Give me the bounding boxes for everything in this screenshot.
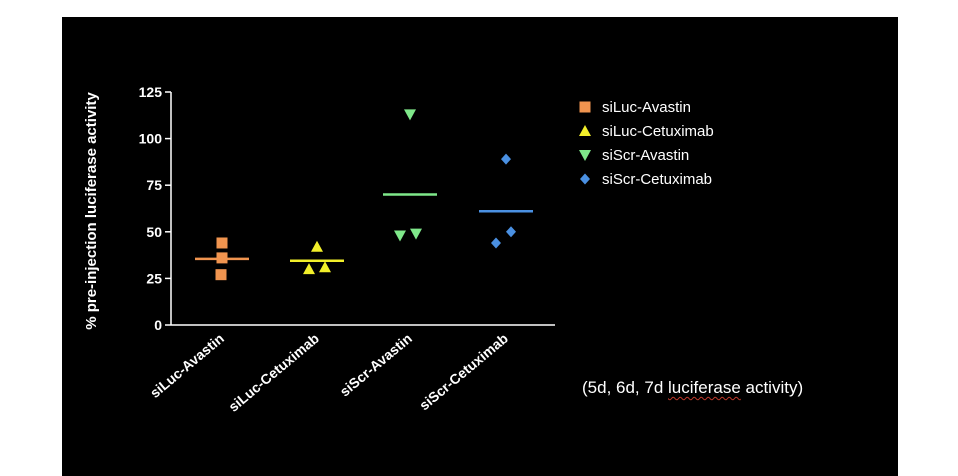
legend-marker-siscr-cetuximab [580, 173, 590, 185]
data-point-siscr-cetuximab-1 [501, 153, 511, 165]
data-point-siscr-avastin-2 [394, 230, 406, 242]
caption-before: (5d, 6d, 7d [582, 378, 669, 397]
y-tick-label-125: 125 [139, 84, 163, 100]
data-point-siscr-avastin-1 [404, 109, 416, 121]
y-tick-label-50: 50 [146, 224, 162, 240]
data-point-siluc-cetuximab-3 [311, 240, 323, 252]
data-point-siluc-cetuximab-1 [303, 263, 315, 275]
legend-marker-siluc-cetuximab [579, 125, 591, 136]
caption-misspelled-word: luciferase [668, 378, 741, 397]
y-tick-label-0: 0 [154, 317, 162, 333]
data-point-siscr-cetuximab-3 [506, 226, 516, 238]
legend-marker-siscr-avastin [579, 150, 591, 161]
y-tick-label-75: 75 [146, 177, 162, 193]
x-tick-label-siscr-cetuximab: siScr-Cetuximab [416, 330, 511, 413]
x-tick-label-siscr-avastin: siScr-Avastin [336, 330, 414, 399]
legend-label-siscr-cetuximab: siScr-Cetuximab [602, 171, 712, 188]
x-tick-label-siluc-avastin: siLuc-Avastin [147, 330, 227, 401]
legend-label-siscr-avastin: siScr-Avastin [602, 147, 689, 164]
y-tick-label-100: 100 [139, 131, 163, 147]
caption-after: activity) [740, 378, 804, 397]
data-point-siluc-cetuximab-2 [319, 261, 331, 273]
x-tick-label-siluc-cetuximab: siLuc-Cetuximab [225, 330, 322, 415]
data-point-siscr-avastin-3 [410, 228, 422, 240]
y-tick-label-25: 25 [146, 270, 162, 286]
y-axis-title: % pre-injection luciferase activity [83, 92, 100, 330]
data-point-siluc-avastin-1 [215, 269, 227, 281]
data-point-siscr-cetuximab-2 [491, 237, 501, 249]
slide-background [62, 17, 898, 476]
legend-marker-siluc-avastin [579, 101, 591, 113]
data-point-siluc-avastin-3 [216, 237, 228, 249]
legend-label-siluc-cetuximab: siLuc-Cetuximab [602, 123, 714, 140]
caption: (5d, 6d, 7d luciferase activity) [582, 378, 803, 398]
data-point-siluc-avastin-2 [216, 252, 228, 264]
legend-label-siluc-avastin: siLuc-Avastin [602, 99, 691, 116]
